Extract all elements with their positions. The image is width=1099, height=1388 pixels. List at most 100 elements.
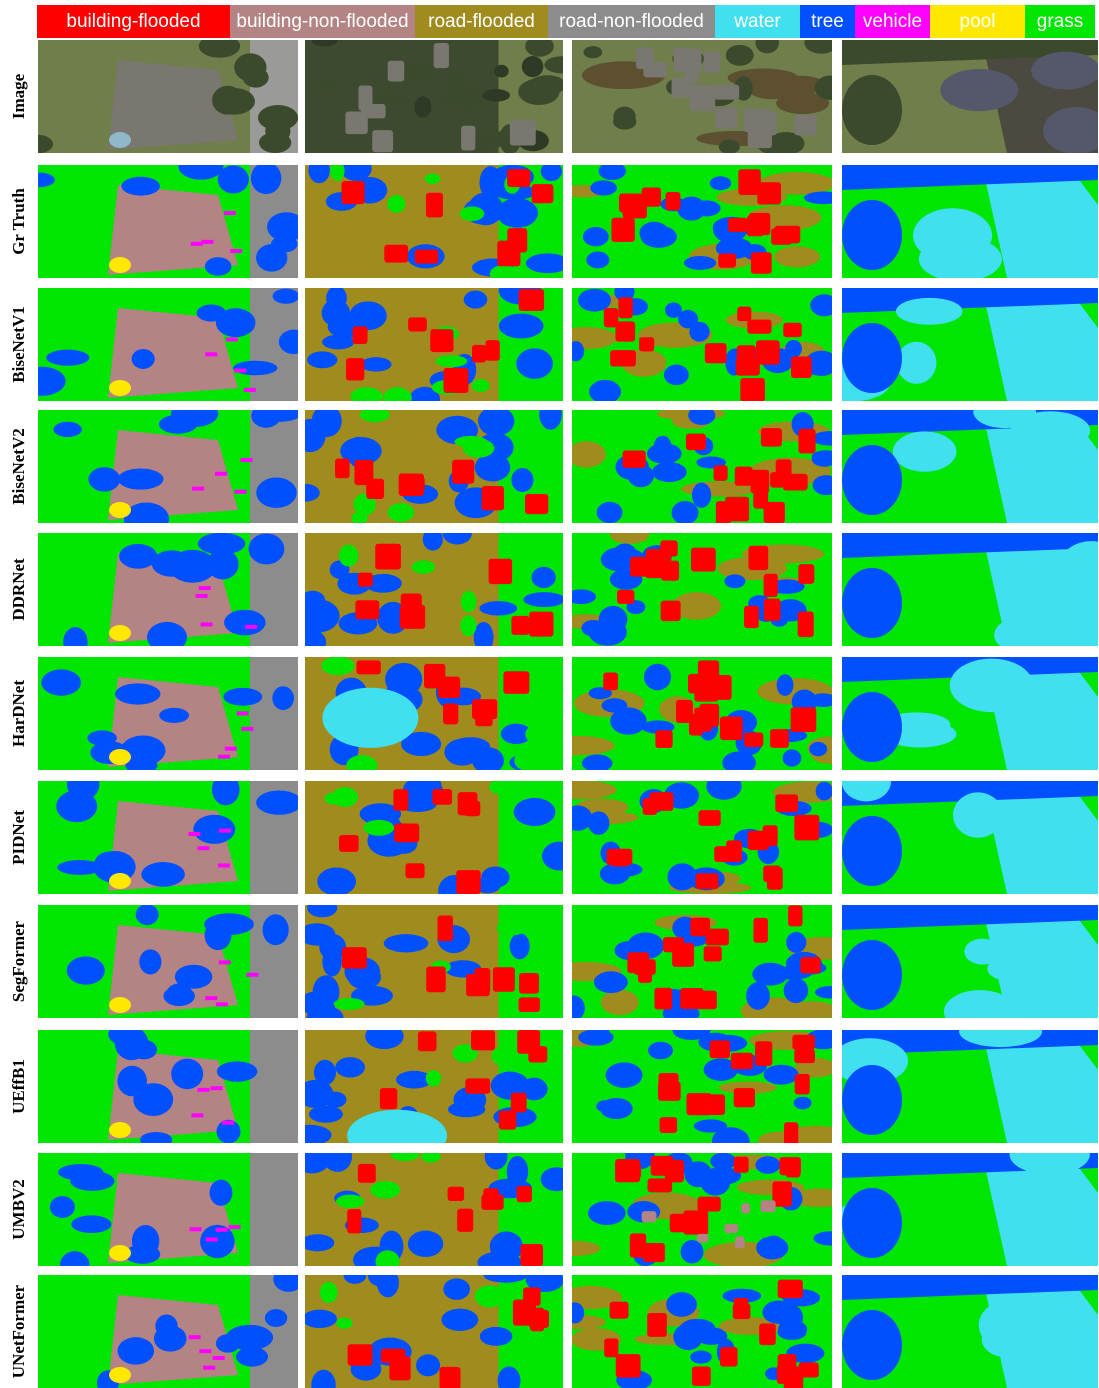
panel-content bbox=[563, 526, 832, 646]
region bbox=[124, 502, 169, 535]
region bbox=[647, 443, 682, 464]
region bbox=[511, 1093, 527, 1113]
legend-label: road-non-flooded bbox=[559, 11, 704, 32]
region bbox=[588, 1201, 626, 1225]
region bbox=[393, 789, 408, 811]
region bbox=[377, 1268, 399, 1297]
region bbox=[719, 140, 740, 154]
region bbox=[233, 361, 277, 376]
panel bbox=[549, 905, 857, 1025]
region bbox=[384, 245, 408, 263]
region bbox=[418, 1031, 437, 1051]
panel-content bbox=[832, 1016, 1098, 1143]
region bbox=[755, 1156, 780, 1174]
region bbox=[504, 783, 523, 796]
region bbox=[388, 61, 405, 82]
region bbox=[783, 749, 802, 766]
region bbox=[529, 75, 566, 94]
region bbox=[618, 297, 632, 318]
region bbox=[562, 805, 592, 831]
region bbox=[516, 348, 553, 379]
region bbox=[372, 130, 393, 152]
vehicle bbox=[201, 240, 213, 244]
region bbox=[747, 320, 771, 334]
region bbox=[748, 546, 768, 570]
region bbox=[376, 1250, 400, 1272]
vehicle bbox=[192, 487, 204, 491]
row-label: SegFormer bbox=[9, 920, 28, 1002]
region bbox=[472, 699, 497, 719]
region bbox=[791, 357, 812, 378]
region bbox=[481, 1195, 503, 1210]
tree-region bbox=[842, 940, 902, 1010]
panel-content bbox=[842, 1275, 1098, 1388]
region bbox=[479, 601, 517, 615]
region bbox=[223, 688, 262, 706]
region bbox=[465, 1078, 490, 1093]
region bbox=[655, 730, 672, 748]
region bbox=[798, 612, 814, 638]
region bbox=[522, 56, 544, 77]
region bbox=[117, 1066, 147, 1096]
region bbox=[356, 660, 380, 674]
region bbox=[786, 1162, 801, 1177]
region bbox=[216, 308, 256, 337]
region bbox=[1031, 52, 1099, 90]
region bbox=[748, 831, 769, 850]
region bbox=[689, 714, 703, 735]
region bbox=[525, 725, 547, 744]
panel-content bbox=[290, 399, 563, 524]
panel-content bbox=[38, 904, 298, 1018]
region bbox=[507, 1156, 528, 1187]
panel-content bbox=[831, 1134, 1098, 1266]
region bbox=[814, 76, 846, 100]
tree-region bbox=[842, 323, 902, 393]
region bbox=[645, 558, 663, 579]
region bbox=[23, 135, 53, 153]
region bbox=[335, 459, 350, 479]
row-label: UNetFormer bbox=[9, 1284, 28, 1378]
region bbox=[503, 671, 529, 694]
region bbox=[440, 1367, 461, 1388]
region bbox=[784, 1122, 798, 1146]
vehicle bbox=[246, 973, 258, 977]
vehicle bbox=[191, 242, 203, 246]
vehicle bbox=[191, 1113, 203, 1117]
row-label: UMBV2 bbox=[9, 1179, 28, 1239]
region bbox=[159, 415, 197, 434]
region bbox=[390, 1148, 419, 1161]
region bbox=[696, 873, 719, 889]
region bbox=[589, 1026, 610, 1043]
region bbox=[665, 192, 680, 210]
vehicle bbox=[216, 1228, 228, 1232]
region bbox=[430, 329, 453, 352]
region bbox=[641, 225, 677, 247]
region bbox=[615, 1159, 640, 1182]
panel bbox=[563, 526, 832, 646]
region bbox=[383, 387, 412, 409]
region bbox=[441, 1309, 478, 1331]
region bbox=[714, 465, 728, 481]
vehicle bbox=[215, 472, 227, 476]
region bbox=[375, 544, 401, 570]
region bbox=[532, 184, 554, 203]
panel-content bbox=[842, 657, 1098, 770]
region bbox=[728, 218, 747, 232]
vehicle bbox=[189, 1335, 201, 1339]
region bbox=[457, 1209, 473, 1232]
region bbox=[698, 1197, 721, 1212]
region bbox=[474, 968, 490, 992]
region bbox=[697, 1234, 709, 1243]
region bbox=[472, 379, 490, 392]
panel bbox=[842, 905, 1098, 1033]
region bbox=[346, 755, 377, 776]
vehicle bbox=[245, 625, 257, 629]
region bbox=[643, 1243, 665, 1262]
region bbox=[604, 1338, 618, 1357]
vehicle bbox=[222, 1121, 234, 1125]
panel bbox=[38, 1267, 304, 1388]
region bbox=[694, 1119, 727, 1132]
region bbox=[426, 966, 445, 992]
region bbox=[722, 751, 756, 774]
figure-canvas: building-floodedbuilding-non-floodedroad… bbox=[0, 0, 1099, 1388]
